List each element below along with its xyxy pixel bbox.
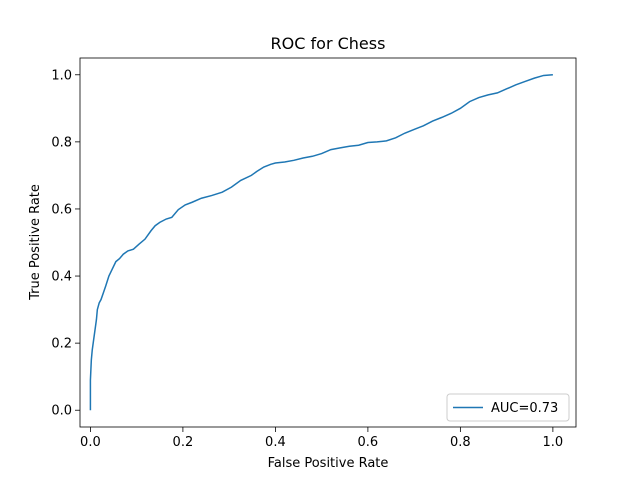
x-tick-label: 0.0: [80, 435, 101, 450]
y-ticks: 0.0 0.2 0.4 0.6 0.8 1.0: [51, 68, 80, 419]
legend-label: AUC=0.73: [491, 401, 558, 416]
y-tick-label: 0.2: [51, 337, 72, 352]
x-axis-label: False Positive Rate: [268, 456, 389, 471]
x-tick-label: 0.2: [173, 435, 194, 450]
chart-title: ROC for Chess: [271, 34, 386, 53]
x-tick-label: 1.0: [543, 435, 564, 450]
x-tick-label: 0.8: [450, 435, 471, 450]
plot-area: [79, 57, 577, 428]
x-tick-label: 0.6: [358, 435, 379, 450]
legend-box: [446, 393, 570, 422]
y-tick-label: 0.4: [51, 270, 72, 285]
y-tick-label: 0.8: [51, 135, 72, 150]
x-tick-label: 0.4: [265, 435, 286, 450]
roc-curve-line: [89, 74, 553, 411]
y-tick-label: 0.0: [51, 404, 72, 419]
legend: AUC=0.73: [446, 393, 570, 422]
y-tick-label: 0.6: [51, 202, 72, 217]
y-axis-label: True Positive Rate: [28, 184, 43, 301]
y-tick-label: 1.0: [51, 68, 72, 83]
x-ticks: 0.0 0.2 0.4 0.6 0.8 1.0: [80, 427, 563, 450]
